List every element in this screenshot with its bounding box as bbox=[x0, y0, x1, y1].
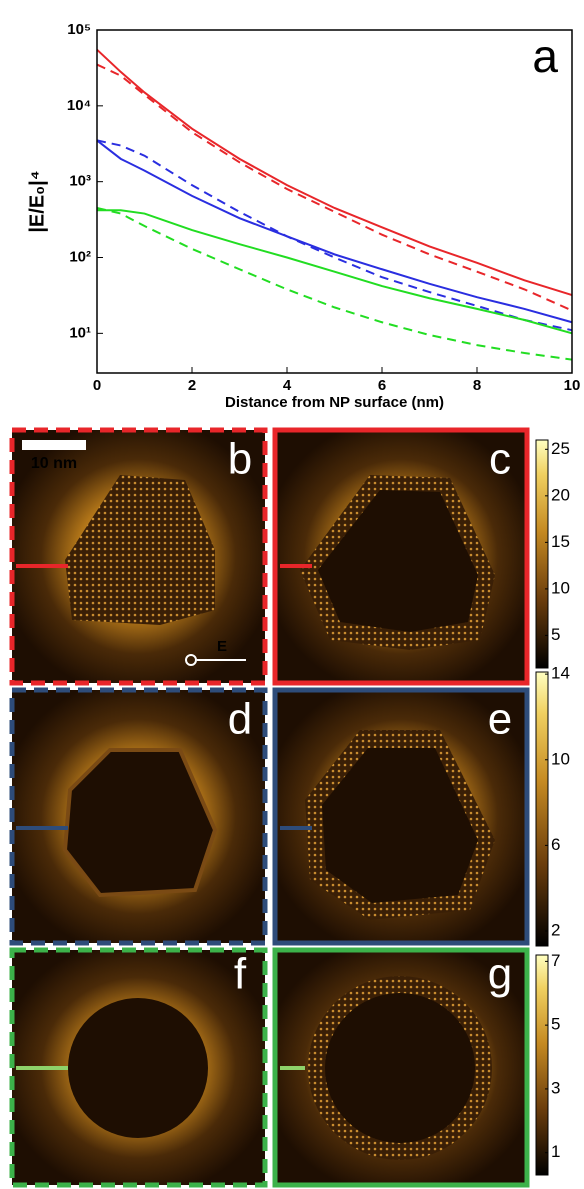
colorbar bbox=[535, 671, 549, 947]
icon bbox=[185, 654, 197, 666]
colorbar-tick-label: 14 bbox=[551, 664, 570, 683]
scale-bar-label: 10 nm bbox=[31, 455, 77, 472]
data-line bbox=[96, 63, 573, 312]
panel-label: g bbox=[488, 950, 512, 999]
x-tick-label: 0 bbox=[93, 377, 101, 394]
colorbar-tick-label: 20 bbox=[551, 485, 570, 504]
colorbar bbox=[535, 439, 549, 669]
colorbar bbox=[535, 954, 549, 1176]
colorbar-tick-label: 15 bbox=[551, 532, 570, 551]
data-line bbox=[96, 206, 573, 361]
particle bbox=[65, 475, 215, 625]
frame bbox=[9, 427, 268, 686]
frame bbox=[272, 947, 530, 1188]
x-tick-label: 8 bbox=[473, 377, 481, 394]
data-line bbox=[96, 139, 573, 324]
colorbar-tick-label: 5 bbox=[551, 1015, 560, 1034]
colorbar-tick-label: 3 bbox=[551, 1078, 560, 1097]
plot-frame bbox=[96, 29, 573, 374]
y-tick-label: 10² bbox=[69, 248, 91, 265]
x-axis-label: Distance from NP surface (nm) bbox=[225, 394, 444, 411]
frame bbox=[272, 687, 530, 946]
data-line bbox=[97, 209, 573, 335]
particle bbox=[322, 748, 478, 903]
y-axis-label: |E/E₀|⁴ bbox=[26, 170, 48, 232]
colorbar-tick-label: 10 bbox=[551, 749, 570, 768]
y-tick-label: 10³ bbox=[69, 173, 91, 190]
x-tick-label: 6 bbox=[378, 377, 386, 394]
colorbar-tick-label: 10 bbox=[551, 578, 570, 597]
colorbar-tick-label: 7 bbox=[551, 951, 560, 970]
colorbar-tick-label: 2 bbox=[551, 921, 560, 940]
panel-label: d bbox=[228, 695, 252, 744]
particle bbox=[325, 993, 475, 1143]
colorbar-tick-label: 25 bbox=[551, 439, 570, 458]
x-tick-label: 10 bbox=[564, 377, 581, 394]
field-maps bbox=[9, 427, 530, 1188]
panel-label: b bbox=[228, 435, 252, 484]
colorbar-tick-label: 1 bbox=[551, 1142, 560, 1161]
y-tick-label: 10⁴ bbox=[67, 97, 91, 114]
particle bbox=[318, 490, 478, 632]
x-tick-label: 4 bbox=[283, 377, 292, 394]
panel-label: a bbox=[532, 30, 558, 82]
colorbar-tick-label: 6 bbox=[551, 835, 560, 854]
x-tick-label: 2 bbox=[188, 377, 196, 394]
panel-label: c bbox=[489, 435, 511, 484]
data-line bbox=[96, 139, 573, 332]
particle bbox=[68, 998, 208, 1138]
field-label: E bbox=[217, 638, 227, 655]
panel-label: f bbox=[234, 950, 247, 999]
scale-bar bbox=[22, 440, 86, 450]
particle bbox=[62, 748, 218, 898]
frame bbox=[9, 687, 268, 946]
y-tick-label: 10¹ bbox=[69, 324, 91, 341]
data-line bbox=[96, 48, 573, 296]
colorbar-tick-label: 5 bbox=[551, 625, 560, 644]
panel-label: e bbox=[488, 695, 512, 744]
y-tick-label: 10⁵ bbox=[67, 21, 91, 38]
frame bbox=[272, 427, 530, 686]
frame bbox=[9, 947, 268, 1188]
